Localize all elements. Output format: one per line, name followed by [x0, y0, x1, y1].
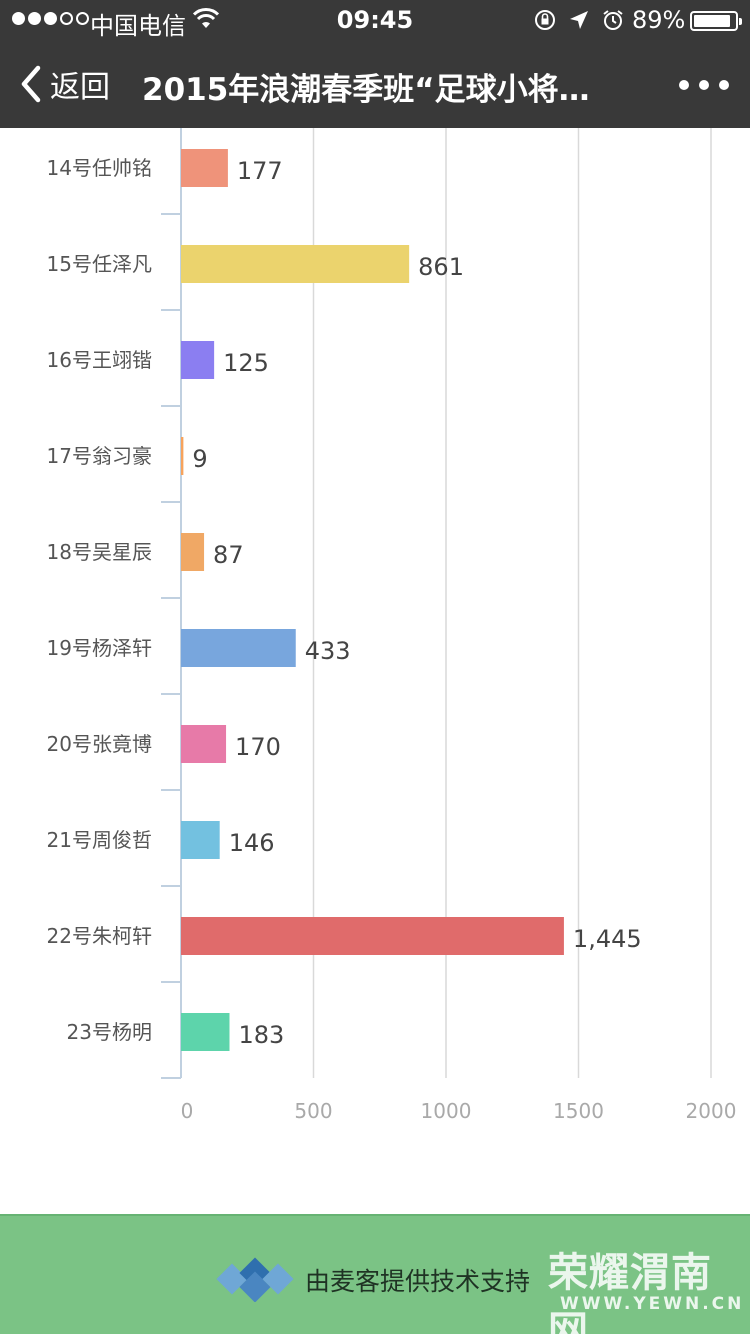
data-label: 125: [223, 349, 269, 377]
chevron-left-icon: [21, 65, 41, 103]
bar: [181, 149, 228, 187]
y-tick-label: 22号朱柯轩: [47, 924, 152, 948]
x-tick-label: 0: [181, 1099, 194, 1123]
y-tick-label: 15号任泽凡: [47, 252, 152, 276]
top-bar: 中国电信 09:45 89%: [0, 0, 750, 128]
x-tick-label: 1000: [421, 1099, 472, 1123]
signal-dot: [60, 12, 73, 25]
status-time: 09:45: [336, 6, 414, 34]
bar: [181, 1013, 230, 1051]
data-label: 87: [213, 541, 244, 569]
battery-icon: [690, 11, 742, 31]
maike-logo-icon: [216, 1257, 294, 1302]
chart-axes: [161, 128, 182, 1079]
data-label: 146: [229, 829, 275, 857]
watermark-url: WWW.YEWN.CN: [560, 1294, 745, 1314]
y-tick-label: 16号王翊锴: [47, 348, 152, 372]
alarm-clock-icon: [603, 10, 623, 30]
support-text: 由麦客提供技术支持: [305, 1267, 531, 1296]
more-options-icon[interactable]: [674, 70, 734, 100]
signal-dot: [12, 12, 25, 25]
data-label: 433: [305, 637, 351, 665]
y-tick-label: 20号张竟博: [47, 732, 152, 756]
carrier-name: 中国电信: [90, 12, 186, 40]
data-label: 861: [418, 253, 464, 281]
data-label: 170: [235, 733, 281, 761]
battery-percent: 89%: [632, 6, 686, 34]
bar: [181, 533, 205, 571]
chart-bars: [181, 149, 564, 1051]
bar: [181, 821, 220, 859]
x-tick-label: 2000: [686, 1099, 737, 1123]
y-tick-label: 18号吴星辰: [47, 540, 152, 564]
wifi-icon: [193, 8, 219, 28]
bar: [181, 341, 215, 379]
watermark-title: 荣耀渭南网: [548, 1250, 712, 1334]
rotation-lock-icon: [535, 10, 555, 30]
y-tick-label: 23号杨明: [67, 1020, 152, 1044]
status-bar: 中国电信 09:45 89%: [0, 0, 750, 40]
x-tick-label: 1500: [553, 1099, 604, 1123]
data-label: 183: [238, 1021, 284, 1049]
y-tick-label: 17号翁习豪: [47, 444, 152, 468]
location-arrow-icon: [570, 11, 588, 29]
data-label: 9: [192, 445, 207, 473]
y-tick-label: 21号周俊哲: [47, 828, 152, 852]
y-tick-label: 19号杨泽轩: [47, 636, 152, 660]
data-label: 177: [237, 157, 283, 185]
bar: [181, 917, 564, 955]
bar: [181, 629, 296, 667]
data-label: 1,445: [573, 925, 642, 953]
bar-chart: 0 500 1000 1500 2000 14号任帅铭 177 15号任泽凡 861 16号王翊锴…: [47, 128, 737, 1123]
y-tick-label: 14号任帅铭: [47, 156, 152, 180]
signal-dot: [28, 12, 41, 25]
bar: [181, 245, 410, 283]
chart-labels: 0 500 1000 1500 2000 14号任帅铭 177 15号任泽凡 861 16号王翊锴…: [47, 156, 737, 1123]
signal-dot: [44, 12, 57, 25]
page-title: 2015年浪潮春季班“足球小将…: [142, 72, 590, 108]
back-button[interactable]: 返回: [18, 62, 110, 106]
bar: [181, 725, 227, 763]
signal-dot: [76, 12, 89, 25]
x-tick-label: 500: [294, 1099, 332, 1123]
signal-strength-icon: [12, 12, 89, 25]
bar: [181, 437, 184, 475]
footer: 由麦客提供技术支持 荣耀渭南网 WWW.YEWN.CN: [0, 1214, 750, 1334]
back-button-label: 返回: [50, 70, 110, 105]
nav-bar: 返回 2015年浪潮春季班“足球小将…: [0, 40, 750, 128]
battery-fill: [694, 15, 730, 27]
